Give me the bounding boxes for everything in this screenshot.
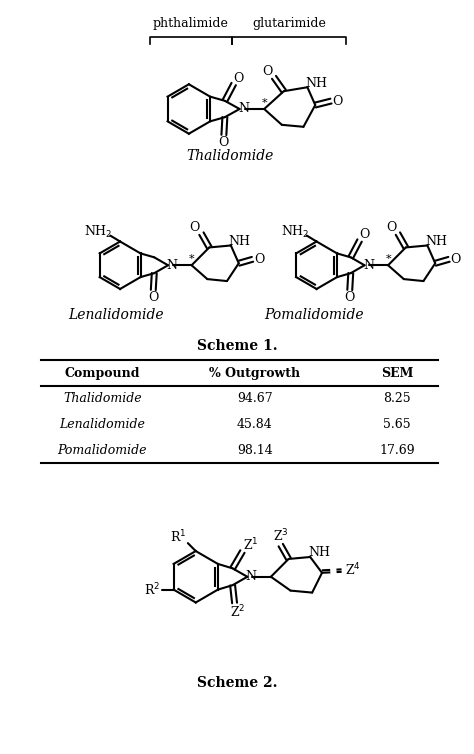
- Text: *: *: [385, 254, 391, 265]
- Text: *: *: [261, 98, 267, 108]
- Text: Scheme 1.: Scheme 1.: [197, 339, 277, 354]
- Text: 45.84: 45.84: [237, 418, 273, 431]
- Text: R$^1$: R$^1$: [170, 529, 186, 545]
- Text: N: N: [246, 570, 257, 584]
- Text: Z$^1$: Z$^1$: [244, 536, 259, 553]
- Text: 5.65: 5.65: [383, 418, 411, 431]
- Text: Z$^2$: Z$^2$: [230, 603, 245, 621]
- Text: NH$_2$: NH$_2$: [84, 224, 113, 240]
- Text: O: O: [262, 65, 272, 78]
- Text: Z$^4$: Z$^4$: [345, 562, 360, 578]
- Text: 17.69: 17.69: [379, 443, 415, 457]
- Text: O: O: [333, 94, 343, 108]
- Text: glutarimide: glutarimide: [252, 17, 326, 30]
- Text: O: O: [345, 291, 355, 305]
- Text: O: O: [254, 253, 264, 266]
- Text: *: *: [189, 254, 194, 265]
- Text: NH: NH: [305, 77, 327, 90]
- Text: O: O: [386, 221, 396, 234]
- Text: N: N: [166, 259, 177, 271]
- Text: O: O: [233, 72, 244, 84]
- Text: N: N: [238, 103, 249, 115]
- Text: O: O: [148, 291, 158, 305]
- Text: Scheme 2.: Scheme 2.: [197, 676, 277, 690]
- Text: R$^2$: R$^2$: [144, 581, 160, 598]
- Text: 94.67: 94.67: [237, 392, 273, 405]
- Text: Compound: Compound: [64, 366, 140, 379]
- Text: Pomalidomide: Pomalidomide: [58, 443, 147, 457]
- Text: phthalimide: phthalimide: [153, 17, 229, 30]
- Text: N: N: [363, 259, 374, 271]
- Text: 8.25: 8.25: [383, 392, 411, 405]
- Text: Lenalidomide: Lenalidomide: [68, 308, 164, 322]
- Text: Thalidomide: Thalidomide: [186, 149, 274, 164]
- Text: % Outgrowth: % Outgrowth: [209, 366, 300, 379]
- Text: Thalidomide: Thalidomide: [63, 392, 142, 405]
- Text: NH: NH: [308, 546, 330, 559]
- Text: O: O: [359, 228, 370, 241]
- Text: Pomalidomide: Pomalidomide: [264, 308, 364, 322]
- Text: 98.14: 98.14: [237, 443, 273, 457]
- Text: NH: NH: [425, 235, 447, 248]
- Text: O: O: [219, 136, 229, 149]
- Text: NH$_2$: NH$_2$: [281, 224, 309, 240]
- Text: SEM: SEM: [381, 366, 413, 379]
- Text: Z$^3$: Z$^3$: [273, 528, 289, 544]
- Text: O: O: [189, 221, 200, 234]
- Text: NH: NH: [229, 235, 251, 248]
- Text: Lenalidomide: Lenalidomide: [59, 418, 146, 431]
- Text: O: O: [451, 253, 461, 266]
